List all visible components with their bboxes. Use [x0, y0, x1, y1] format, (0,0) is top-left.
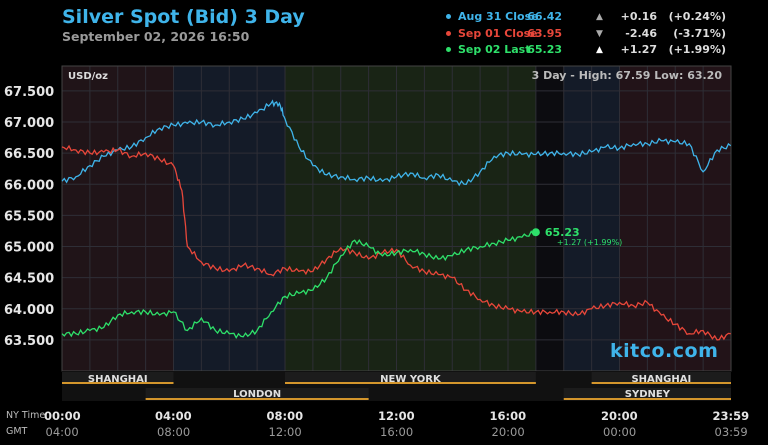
gmt-time-tick: 03:59 — [714, 425, 748, 439]
unit-label: USD/oz — [68, 71, 108, 82]
series-line-2 — [61, 230, 537, 340]
last-price-dot — [531, 228, 540, 237]
grid-lines — [61, 65, 732, 372]
legend-name: Sep 02 Last — [458, 43, 531, 56]
legend-percent: (-3.71%) — [673, 26, 726, 40]
legend-change: +0.16 — [620, 10, 657, 23]
legend-price: 66.42 — [527, 10, 562, 23]
gmt-time-tick: 04:00 — [45, 425, 79, 439]
gmt-time-tick: 08:00 — [157, 425, 191, 439]
session-bar — [563, 388, 731, 399]
session-label: LONDON — [233, 389, 281, 400]
watermark-logo: kitco.com — [610, 340, 719, 362]
legend-percent: (+1.99%) — [668, 43, 726, 56]
session-bar — [591, 372, 731, 383]
y-tick-label: 67.500 — [4, 85, 54, 100]
legend-name: Sep 01 Close — [458, 26, 538, 40]
session-label: SHANGHAI — [631, 374, 691, 385]
ny-time-tick: 12:00 — [378, 409, 415, 423]
session-shade — [535, 66, 564, 371]
up-arrow-icon: ▲ — [596, 12, 603, 22]
ny-time-tick: 08:00 — [266, 409, 304, 423]
last-price-label: 65.23 — [545, 226, 580, 239]
legend-dot — [446, 30, 451, 36]
ny-time-tick: 00:00 — [44, 409, 81, 423]
session-bar — [285, 372, 536, 383]
chart-subtitle: September 02, 2026 16:50 — [62, 29, 250, 44]
legend-price: 65.23 — [527, 43, 562, 56]
legend-name: Aug 31 Close — [458, 10, 539, 23]
session-label: NEW YORK — [380, 374, 442, 385]
legend-entry: Sep 01 Close 63.95 ▼ -2.46 (-3.71%) — [446, 26, 726, 43]
y-tick-label: 64.500 — [4, 272, 54, 287]
gmt-label: GMT — [6, 426, 28, 437]
session-bars: SHANGHAI NEW YORK SHANGHAI LONDON SYDNEY — [62, 371, 731, 401]
session-shade — [285, 66, 536, 371]
range-label: 3 Day - High: 67.59 Low: 63.20 — [532, 69, 723, 82]
legend-percent: (+0.24%) — [668, 10, 726, 23]
ny-time-tick: 04:00 — [155, 409, 192, 423]
last-price-marker: 65.23 +1.27 (+1.99%) — [531, 226, 622, 247]
y-tick-label: 67.000 — [4, 116, 54, 131]
session-bar — [145, 388, 369, 399]
session-label: SYDNEY — [625, 389, 671, 400]
y-tick-label: 63.500 — [4, 334, 54, 349]
y-tick-label: 66.500 — [4, 147, 54, 162]
chart-title: Silver Spot (Bid) 3 Day — [62, 6, 305, 28]
legend-change: -2.46 — [625, 26, 657, 40]
gmt-time-tick: 12:00 — [268, 425, 302, 439]
up-arrow-icon: ▲ — [596, 45, 603, 55]
gmt-time-tick: 20:00 — [491, 425, 525, 439]
last-change-label: +1.27 (+1.99%) — [557, 238, 622, 247]
gmt-time-tick: 16:00 — [380, 425, 414, 439]
y-tick-label: 66.000 — [4, 178, 54, 193]
ny-time-label: NY Time — [6, 410, 46, 421]
ny-time-tick: 20:00 — [601, 409, 638, 423]
legend-dot — [446, 47, 451, 52]
y-tick-label: 64.000 — [4, 303, 54, 318]
legend-change: +1.27 — [620, 43, 657, 56]
down-arrow-icon: ▼ — [596, 28, 603, 39]
legend-price: 63.95 — [527, 26, 562, 40]
legend: Aug 31 Close 66.42 ▲ +0.16 (+0.24%) Sep 01 Cl… — [446, 9, 726, 59]
legend-entry: Aug 31 Close 66.42 ▲ +0.16 (+0.24%) — [446, 9, 726, 26]
series-line-0 — [61, 99, 732, 187]
series-lines — [61, 99, 732, 341]
series-line-1 — [61, 144, 731, 341]
session-label: SHANGHAI — [88, 374, 148, 385]
ny-time-tick: 16:00 — [489, 409, 527, 423]
y-tick-label: 65.000 — [4, 241, 54, 256]
legend-entry: Sep 02 Last 65.23 ▲ +1.27 (+1.99%) — [446, 42, 726, 59]
y-tick-label: 65.500 — [4, 209, 54, 224]
gmt-time-tick: 00:00 — [603, 425, 637, 439]
y-axis-ticks: 67.500 67.000 66.500 66.000 65.500 65.000 64.5… — [4, 85, 54, 349]
legend-dot — [446, 14, 451, 19]
ny-time-tick: 23:59 — [712, 409, 750, 423]
session-bar — [62, 372, 174, 383]
